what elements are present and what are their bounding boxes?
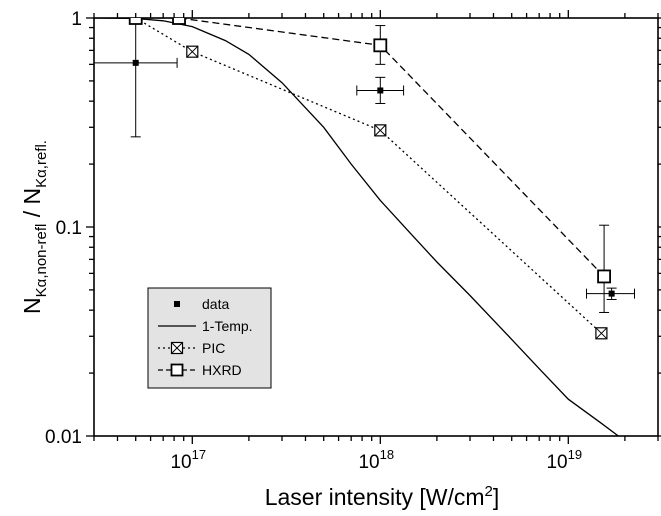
y-tick-label: 1: [71, 9, 82, 30]
pic-point: [374, 124, 387, 137]
legend-item: 1-Temp.: [158, 318, 253, 334]
series-hxrd-line: [135, 18, 605, 277]
data-point: [132, 59, 139, 66]
data-point: [377, 87, 384, 94]
legend-marker: [174, 301, 180, 307]
data-point: [608, 290, 615, 297]
legend: data 1-Temp. PIC HXRD: [147, 287, 272, 389]
x-tick-label: 1019: [546, 447, 582, 473]
y-tick-label: 0.01: [45, 427, 82, 448]
hxrd-point: [172, 18, 186, 25]
data-y-error-bar: [130, 18, 141, 138]
y-axis-title: NKα,non-refl / NKα,refl.: [19, 140, 50, 314]
legend-label: HXRD: [202, 362, 242, 378]
series-layer: [94, 18, 636, 436]
legend-label: 1-Temp.: [202, 318, 253, 334]
x-tick-label: 1017: [170, 447, 206, 473]
legend-box: [147, 287, 272, 389]
marker-cross: [186, 45, 199, 58]
marker-cross: [595, 327, 608, 340]
hxrd-point: [128, 18, 143, 25]
legend-marker: [170, 341, 184, 355]
y-tick-label: 0.1: [56, 218, 82, 239]
marker-cross: [171, 342, 183, 354]
hxrd-point: [373, 38, 388, 53]
legend-item: HXRD: [158, 362, 242, 378]
x-axis-title: Laser intensity [W/cm2]: [265, 483, 500, 510]
legend-item: PIC: [158, 340, 225, 356]
hxrd-error-bar: [599, 224, 610, 313]
legend-item: data: [174, 296, 229, 312]
legend-label: data: [202, 296, 229, 312]
legend-marker: [170, 363, 184, 377]
legend-label: PIC: [202, 340, 225, 356]
hxrd-point: [597, 269, 611, 284]
pic-point: [186, 45, 199, 58]
x-tick-label: 1018: [358, 447, 394, 473]
axis-tick-labels: 1017 1018 1019 1 0.1 0.01: [45, 9, 582, 473]
series-1-temp-line: [94, 18, 620, 436]
marker-cross: [374, 124, 387, 137]
pic-point: [595, 327, 608, 340]
series-pic-line: [135, 18, 602, 334]
